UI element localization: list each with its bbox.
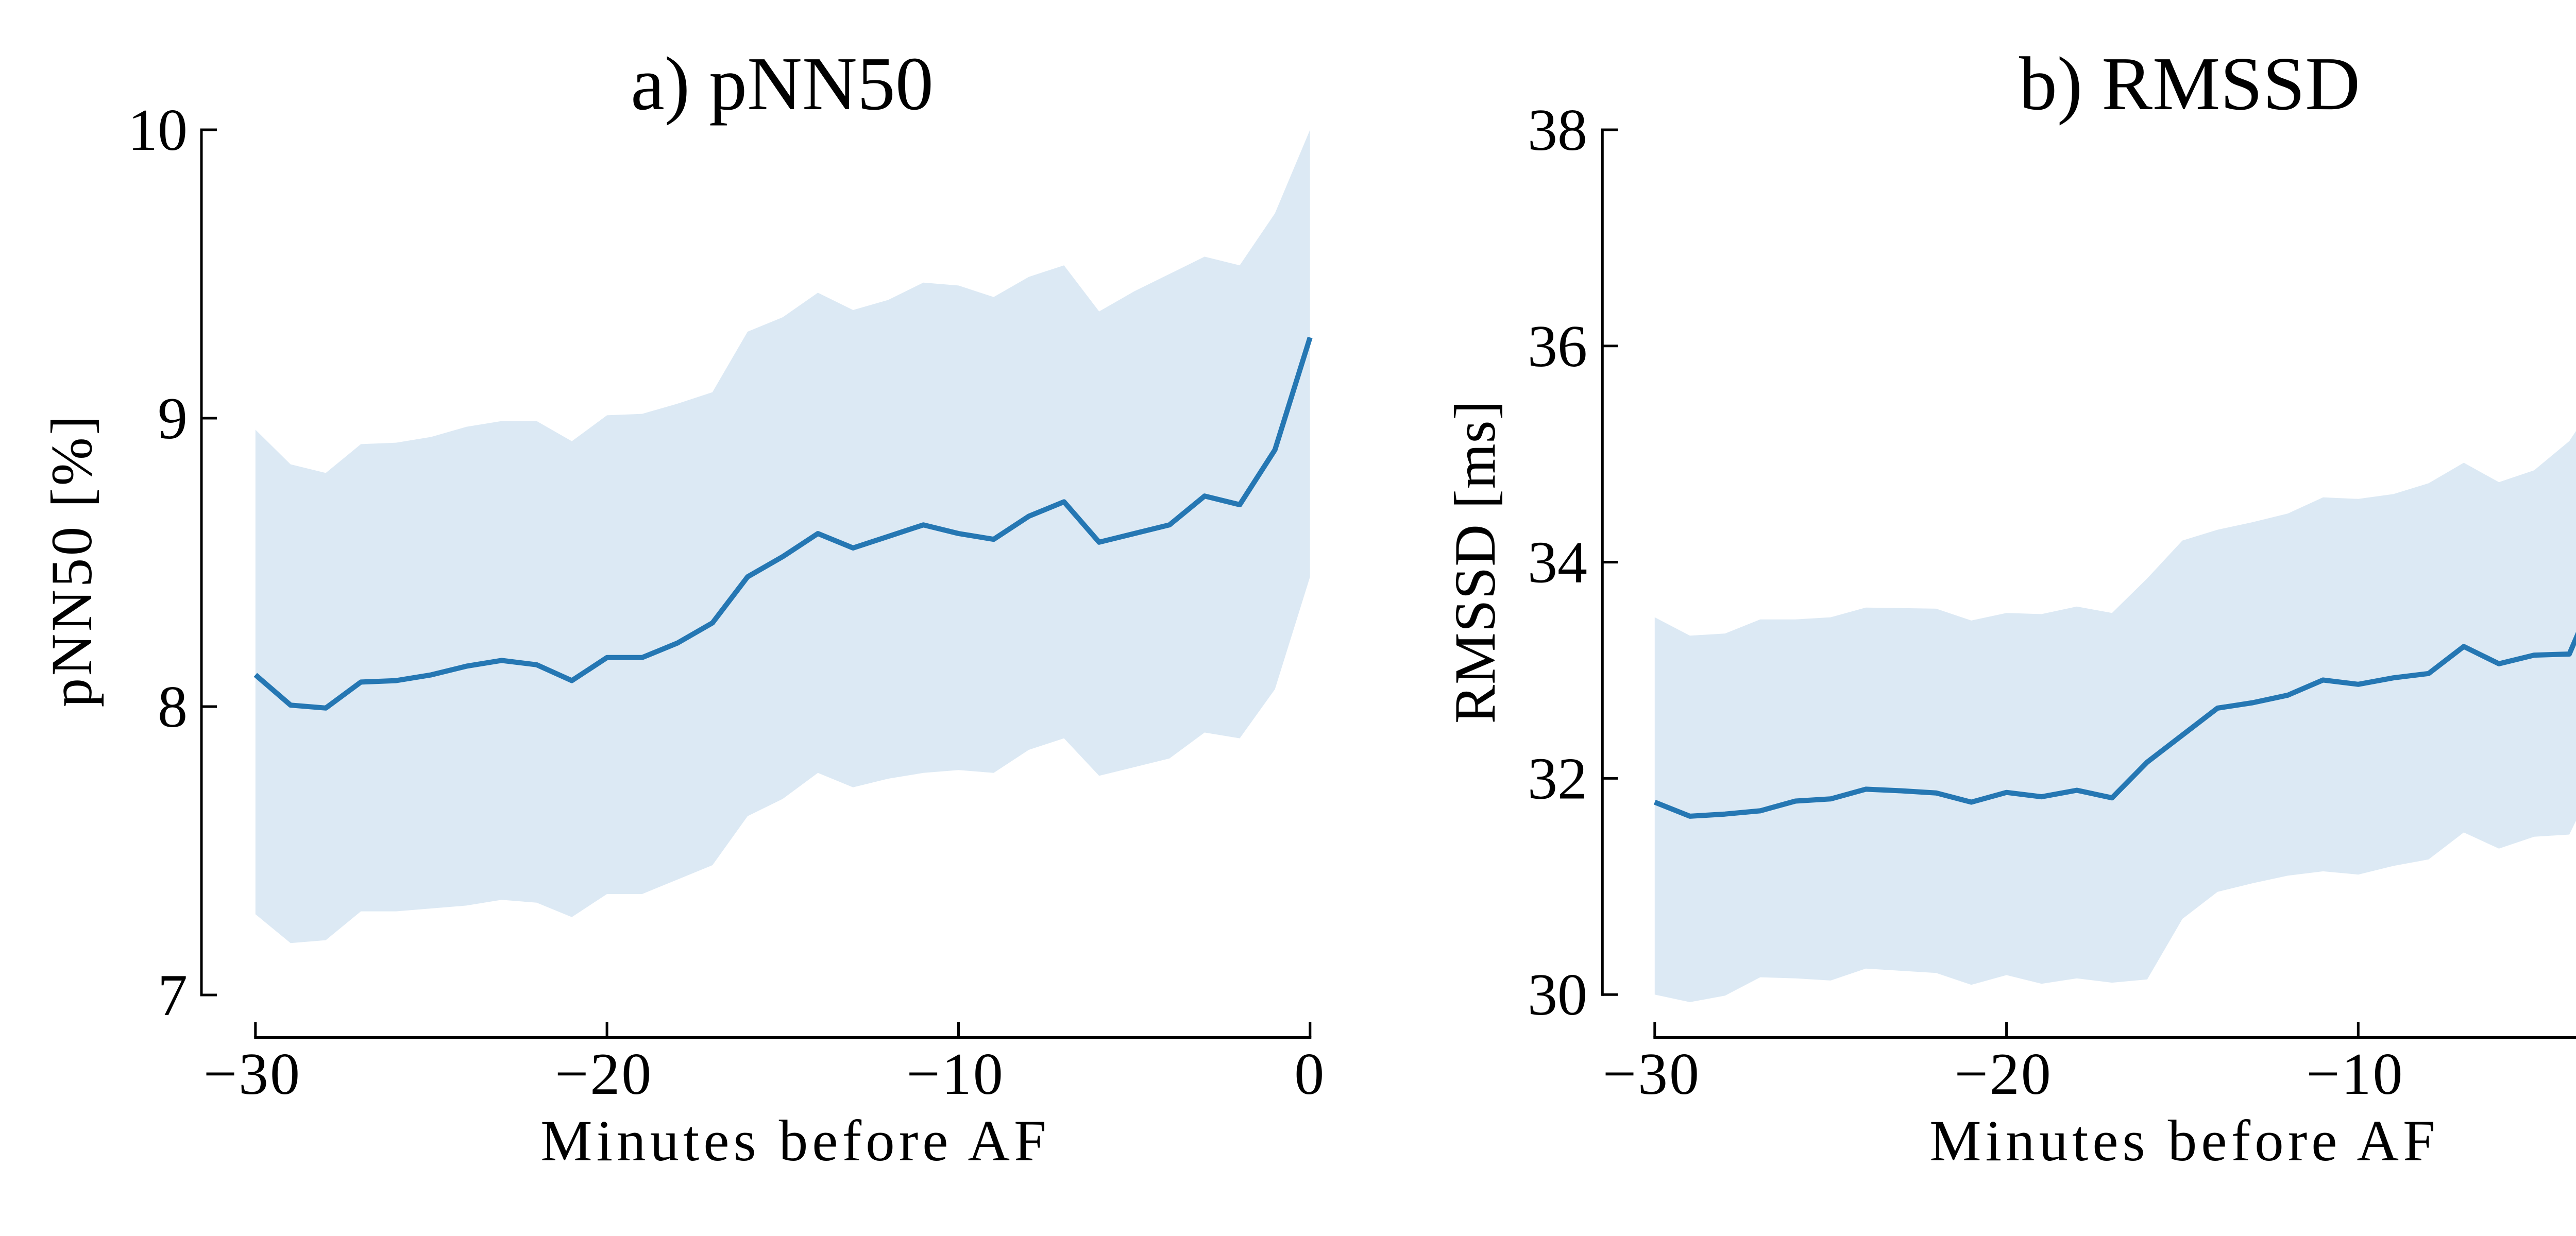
svg-text:10: 10	[128, 97, 188, 163]
svg-text:a) pNN50: a) pNN50	[631, 42, 934, 126]
svg-text:38: 38	[1528, 97, 1587, 163]
svg-text:Minutes before AF: Minutes before AF	[1929, 1109, 2439, 1173]
svg-text:36: 36	[1528, 314, 1587, 380]
svg-text:7: 7	[158, 963, 188, 1028]
svg-text:Minutes before AF: Minutes before AF	[540, 1109, 1050, 1173]
svg-text:32: 32	[1528, 746, 1587, 812]
svg-text:−20: −20	[1954, 1041, 2052, 1107]
svg-text:−30: −30	[1603, 1041, 1701, 1107]
svg-text:−10: −10	[2306, 1041, 2404, 1107]
svg-text:b) RMSSD: b) RMSSD	[2019, 42, 2360, 126]
svg-text:30: 30	[1528, 962, 1587, 1028]
svg-text:pNN50 [%]: pNN50 [%]	[40, 414, 104, 708]
svg-text:9: 9	[158, 386, 188, 452]
svg-text:8: 8	[158, 674, 188, 740]
svg-text:0: 0	[1294, 1041, 1326, 1107]
svg-text:−10: −10	[906, 1041, 1004, 1107]
svg-text:RMSSD [ms]: RMSSD [ms]	[1443, 400, 1507, 724]
svg-text:−20: −20	[555, 1041, 653, 1107]
svg-text:34: 34	[1528, 530, 1587, 596]
svg-text:−30: −30	[204, 1041, 301, 1107]
